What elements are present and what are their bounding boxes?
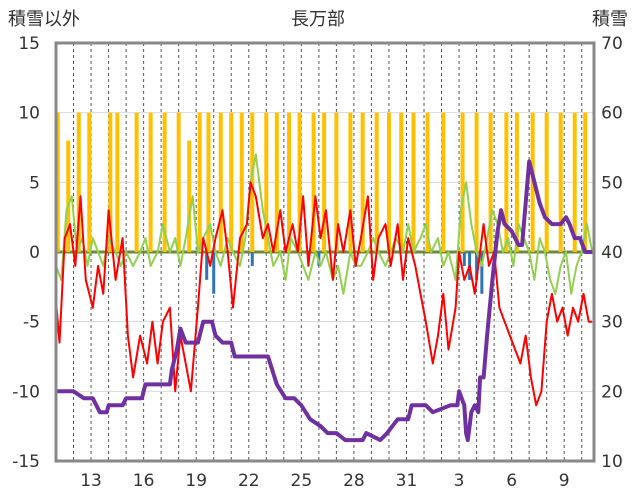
temperature-line [55, 181, 593, 407]
precip-snow-bar [148, 112, 153, 253]
right-tick-label: 10 [601, 452, 623, 472]
precip-snow-bar [108, 112, 113, 253]
precip-snow-bar [322, 112, 327, 253]
precip-snow-bar [474, 112, 479, 253]
precip-snow-bar [162, 112, 167, 253]
precip-snow-bar [115, 112, 120, 253]
chart-title: 長万部 [291, 9, 345, 30]
x-tick-label: 9 [559, 471, 570, 491]
x-tick-label: 6 [506, 471, 517, 491]
precip-snow-bar [558, 112, 563, 253]
right-tick-label: 60 [601, 104, 623, 124]
precip-snow-bar [76, 112, 81, 253]
x-tick-label: 28 [343, 471, 365, 491]
x-tick-label: 16 [133, 471, 155, 491]
x-tick-label: 19 [185, 471, 207, 491]
precip-snow-bar [311, 112, 316, 253]
right-tick-label: 40 [601, 243, 623, 263]
left-tick-label: 0 [29, 243, 40, 263]
series-lines [55, 153, 594, 443]
precip-snow-bar [250, 112, 255, 253]
precip-other-bar [212, 252, 216, 294]
precip-other-bar [250, 252, 254, 266]
precip-other-bar [462, 252, 466, 266]
precip-snow-bar [504, 112, 509, 253]
x-tick-label: 25 [291, 471, 313, 491]
left-tick-label: -5 [23, 313, 40, 333]
precip-snow-bar [348, 112, 353, 253]
left-tick-label: 15 [18, 34, 40, 54]
left-tick-label: -10 [12, 382, 40, 402]
precip-snow-bar [134, 112, 139, 253]
precip-snow-bar [176, 112, 181, 253]
precip-other-bar [205, 252, 209, 280]
x-tick-label: 13 [80, 471, 102, 491]
snow-depth-line [56, 159, 593, 443]
right-tick-label: 30 [601, 313, 623, 333]
precip-snow-bar [197, 112, 202, 253]
precip-snow-bar [425, 112, 430, 253]
precip-snow-bar [87, 112, 92, 253]
precip-snow-bar [460, 112, 465, 253]
precip-snow-bar [55, 112, 60, 253]
plot-frame [54, 41, 596, 463]
precip-snow-bar [218, 112, 223, 253]
precip-snow-bar [297, 112, 302, 253]
precip-snow-bar [374, 112, 379, 253]
precip-other-bar [480, 252, 484, 294]
precip-snow-bar [274, 112, 279, 253]
left-tick-label: 5 [29, 173, 40, 193]
precip-snow-bar [514, 112, 519, 253]
precip-snow-bar [488, 112, 493, 253]
precip-snow-bar [386, 112, 391, 253]
right-tick-label: 50 [601, 173, 623, 193]
precip-snow-bar [229, 112, 234, 253]
x-tick-label: 31 [396, 471, 418, 491]
right-axis-title: 積雪 [592, 9, 628, 30]
precip-snow-bar [583, 112, 588, 253]
precip-snow-bar [239, 112, 244, 253]
precip-snow-bar [287, 112, 292, 253]
right-tick-label: 20 [601, 382, 623, 402]
left-tick-label: 10 [18, 104, 40, 124]
left-tick-label: -15 [12, 452, 40, 472]
precip-snow-bar [399, 112, 404, 253]
left-axis-title: 積雪以外 [8, 9, 80, 30]
precip-snow-bar [360, 112, 365, 253]
right-tick-label: 70 [601, 34, 623, 54]
precip-snow-bar [187, 140, 192, 252]
precip-snow-bar [572, 112, 577, 253]
precip-snow-bar [411, 112, 416, 253]
x-tick-label: 22 [238, 471, 260, 491]
precip-snow-bar [206, 112, 211, 253]
x-tick-label: 3 [454, 471, 465, 491]
precip-snow-bar [66, 140, 71, 252]
precip-snow-bar [264, 112, 269, 253]
precip-snow-bar [334, 112, 339, 253]
precip-snow-bar [544, 112, 549, 253]
precip-snow-bar [441, 112, 446, 253]
wind-line [55, 153, 594, 295]
precip-other-bar [475, 252, 479, 280]
